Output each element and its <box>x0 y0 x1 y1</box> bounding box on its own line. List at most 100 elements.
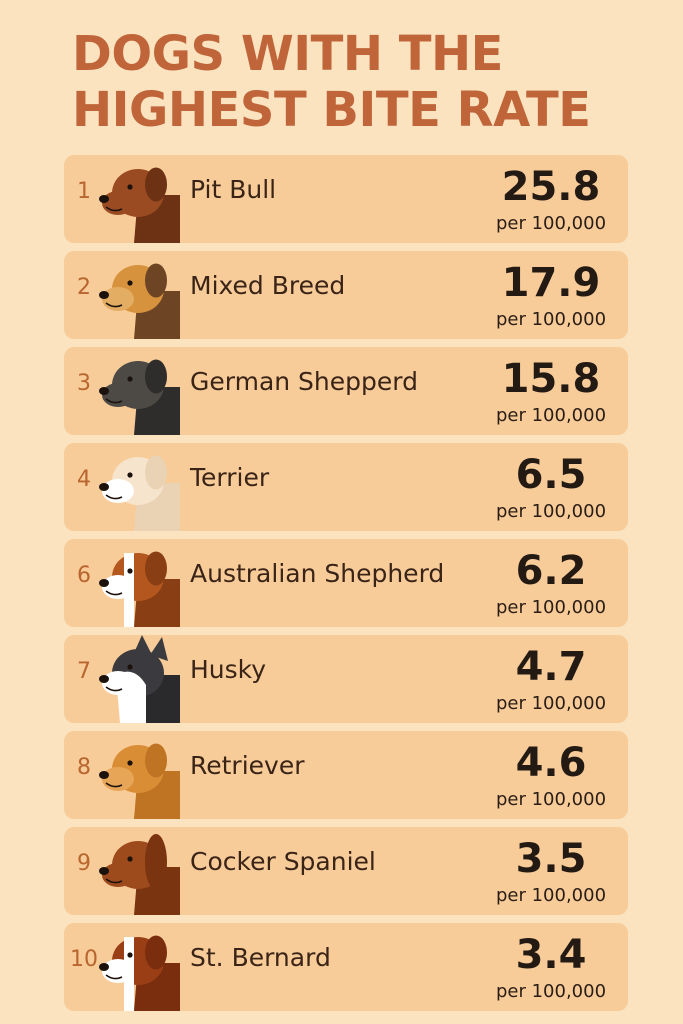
dog-ear <box>145 263 167 298</box>
breed-row: 10 St. Bernard 3.4 per 100,000 <box>64 923 628 1011</box>
rank-number: 3 <box>77 371 91 396</box>
dog-eye <box>127 568 133 574</box>
dog-mouth <box>105 590 123 596</box>
dog-ear <box>145 455 167 490</box>
breed-row: 4 Terrier 6.5 per 100,000 <box>64 443 628 531</box>
unit-label: per 100,000 <box>495 405 607 426</box>
breed-name: Cocker Spaniel <box>190 847 376 876</box>
dog-nose <box>99 483 109 491</box>
bite-rate-value: 4.7 <box>515 644 587 690</box>
dog-blaze <box>124 937 134 1011</box>
unit-label: per 100,000 <box>495 213 607 234</box>
dog-eye <box>127 856 133 862</box>
dog-blaze <box>124 553 134 627</box>
dog-muzzle <box>102 767 134 791</box>
breed-name: St. Bernard <box>190 943 331 972</box>
cream-dog-icon <box>99 455 180 531</box>
dog-ear <box>145 551 167 586</box>
tan-dog-icon <box>99 263 180 339</box>
dog-nose <box>99 579 109 587</box>
black-dog-icon <box>99 359 180 435</box>
breed-name: Husky <box>190 655 267 684</box>
breed-row: 9 Cocker Spaniel 3.5 per 100,000 <box>64 827 628 915</box>
bite-rate-value: 25.8 <box>501 164 601 210</box>
dog-ear-right <box>150 637 168 661</box>
bite-rate-value: 6.2 <box>515 548 587 594</box>
dog-ear <box>145 834 167 890</box>
husky-icon <box>99 635 180 723</box>
unit-label: per 100,000 <box>495 981 607 1002</box>
bite-rate-value: 3.4 <box>515 932 587 978</box>
dog-eye <box>127 664 133 670</box>
dog-ear <box>145 935 167 970</box>
dog-eye <box>127 184 133 190</box>
breed-name: German Shepperd <box>190 367 418 396</box>
dog-ear <box>145 359 167 394</box>
rank-number: 4 <box>77 467 91 492</box>
dog-eye <box>127 280 133 286</box>
dog-nose <box>99 675 109 683</box>
dog-nose <box>99 771 109 779</box>
dog-muzzle <box>102 479 134 503</box>
breed-row: 7 Husky 4.7 per 100,000 <box>64 635 628 723</box>
spaniel-icon <box>99 834 180 915</box>
dog-mouth <box>105 878 123 884</box>
breed-name: Terrier <box>190 463 270 492</box>
dog-mouth <box>105 686 123 692</box>
breed-row: 3 German Shepperd 15.8 per 100,000 <box>64 347 628 435</box>
dog-nose <box>99 867 109 875</box>
rank-number: 1 <box>77 179 91 204</box>
unit-label: per 100,000 <box>495 597 607 618</box>
dog-eye <box>127 760 133 766</box>
rank-number: 10 <box>70 947 98 972</box>
rank-number: 2 <box>77 275 91 300</box>
bite-rate-value: 17.9 <box>501 260 601 306</box>
dog-mouth <box>105 494 123 500</box>
dog-muzzle <box>102 287 134 311</box>
breed-row: 8 Retriever 4.6 per 100,000 <box>64 731 628 819</box>
breed-name: Australian Shepherd <box>190 559 445 588</box>
dog-face-mask <box>116 671 146 723</box>
bite-rate-value: 15.8 <box>501 356 601 402</box>
dog-muzzle <box>102 863 134 887</box>
brown-dog-icon <box>99 167 180 243</box>
bite-rate-value: 3.5 <box>515 836 587 882</box>
dog-ear-left <box>134 635 152 655</box>
rank-number: 7 <box>77 659 91 684</box>
dog-mouth <box>105 974 123 980</box>
dog-mouth <box>105 782 123 788</box>
dog-mouth <box>105 206 123 212</box>
breed-row: 2 Mixed Breed 17.9 per 100,000 <box>64 251 628 339</box>
dog-nose <box>99 291 109 299</box>
dog-muzzle <box>102 383 134 407</box>
unit-label: per 100,000 <box>495 501 607 522</box>
breed-list: 1 Pit Bull 25.8 per 100,000 2 Mixed Breed 17.9… <box>64 155 628 1019</box>
breed-row: 6 Australian Shepherd 6.2 per 100,000 <box>64 539 628 627</box>
brown-white-dog-icon <box>99 551 180 627</box>
dog-eye <box>127 472 133 478</box>
dog-nose <box>99 387 109 395</box>
rank-number: 9 <box>77 851 91 876</box>
breed-name: Mixed Breed <box>190 271 346 300</box>
dog-ear <box>145 167 167 202</box>
unit-label: per 100,000 <box>495 789 607 810</box>
dog-eye <box>127 952 133 958</box>
dog-eye <box>127 376 133 382</box>
dog-muzzle <box>102 191 134 215</box>
saint-bernard-icon <box>99 935 180 1011</box>
breed-name: Pit Bull <box>190 175 277 204</box>
dog-nose <box>99 963 109 971</box>
breed-name: Retriever <box>190 751 305 780</box>
title-line-2: HIGHEST BITE RATE <box>72 82 591 138</box>
title-line-1: DOGS WITH THE <box>72 26 503 82</box>
dog-mouth <box>105 302 123 308</box>
rank-number: 6 <box>77 563 91 588</box>
bite-rate-value: 6.5 <box>515 452 587 498</box>
dog-nose <box>99 195 109 203</box>
dog-mouth <box>105 398 123 404</box>
breed-row: 1 Pit Bull 25.8 per 100,000 <box>64 155 628 243</box>
dog-ear <box>145 743 167 778</box>
unit-label: per 100,000 <box>495 885 607 906</box>
unit-label: per 100,000 <box>495 309 607 330</box>
chart-title: DOGS WITH THE HIGHEST BITE RATE <box>72 26 672 138</box>
